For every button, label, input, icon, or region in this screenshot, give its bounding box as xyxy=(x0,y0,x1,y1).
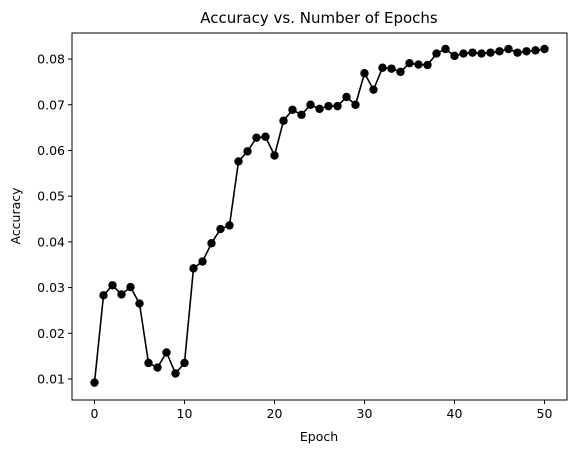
data-point xyxy=(513,48,522,57)
data-point xyxy=(234,157,243,166)
data-point xyxy=(297,110,306,120)
data-point xyxy=(216,224,225,234)
x-tick-label: 30 xyxy=(357,406,373,421)
plot-frame xyxy=(71,32,568,401)
y-tick-label: 0.03 xyxy=(37,280,65,295)
data-point xyxy=(351,100,360,109)
data-point xyxy=(333,101,342,111)
data-point xyxy=(504,44,513,54)
data-point xyxy=(144,358,153,368)
data-point xyxy=(153,363,162,372)
data-point xyxy=(324,101,333,111)
data-point xyxy=(531,46,540,55)
x-tick-label: 20 xyxy=(267,406,283,421)
data-point xyxy=(279,116,288,125)
y-tick-label: 0.07 xyxy=(37,97,65,112)
data-point xyxy=(342,92,351,102)
y-tick-label: 0.04 xyxy=(37,234,65,249)
data-point xyxy=(90,378,99,387)
data-point xyxy=(171,369,180,378)
x-axis-label: Epoch xyxy=(300,429,338,444)
data-point xyxy=(396,67,405,77)
x-tick-label: 10 xyxy=(177,406,193,421)
data-point xyxy=(288,105,297,114)
data-point xyxy=(441,44,450,54)
x-tick-label: 40 xyxy=(447,406,463,421)
data-point xyxy=(270,151,279,160)
data-point xyxy=(369,85,378,94)
y-tick-label: 0.06 xyxy=(37,143,65,158)
x-tick-label: 0 xyxy=(91,406,99,421)
data-point xyxy=(477,49,486,58)
data-point xyxy=(189,264,198,273)
data-point xyxy=(495,47,504,56)
data-point xyxy=(198,257,207,266)
data-point xyxy=(360,69,369,78)
data-point xyxy=(162,348,171,357)
data-point xyxy=(135,299,144,308)
series-line xyxy=(93,48,545,383)
data-point xyxy=(378,63,387,72)
y-tick-label: 0.05 xyxy=(37,189,65,204)
data-point xyxy=(99,291,108,300)
data-point xyxy=(522,47,531,56)
data-point xyxy=(423,60,432,70)
data-point xyxy=(261,132,270,141)
y-tick-label: 0.08 xyxy=(37,52,65,67)
data-point xyxy=(126,282,135,292)
data-point xyxy=(468,48,477,57)
data-point xyxy=(405,58,414,68)
data-point xyxy=(108,281,117,290)
data-point xyxy=(243,147,252,156)
chart-title: Accuracy vs. Number of Epochs xyxy=(200,9,438,27)
y-tick-label: 0.01 xyxy=(37,371,65,386)
data-point xyxy=(414,60,423,69)
y-axis-label: Accuracy xyxy=(8,187,23,245)
y-tick-label: 0.02 xyxy=(37,326,65,341)
data-point xyxy=(315,104,324,114)
data-point xyxy=(207,239,216,248)
data-point xyxy=(387,64,396,73)
data-point xyxy=(486,48,495,57)
x-tick-label: 50 xyxy=(537,406,553,421)
data-point xyxy=(180,358,189,368)
data-point xyxy=(252,133,261,142)
data-point xyxy=(450,51,459,61)
data-point xyxy=(432,49,441,58)
data-point xyxy=(225,221,234,230)
data-point xyxy=(306,100,315,109)
data-point xyxy=(540,44,549,54)
data-point xyxy=(117,290,126,299)
data-point xyxy=(459,49,468,58)
